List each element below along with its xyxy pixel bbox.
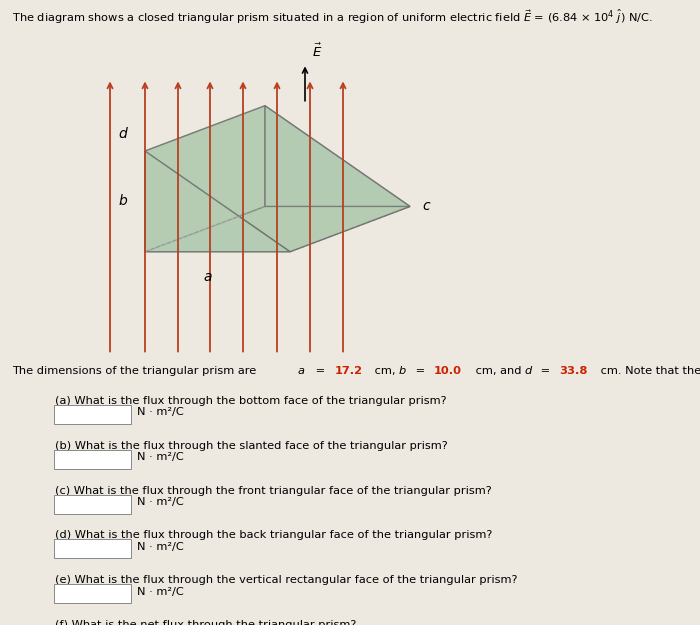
Text: N · m²/C: N · m²/C (137, 497, 183, 507)
Text: The diagram shows a closed triangular prism situated in a region of uniform elec: The diagram shows a closed triangular pr… (12, 8, 652, 26)
Text: a: a (298, 366, 305, 376)
Text: (a) What is the flux through the bottom face of the triangular prism?: (a) What is the flux through the bottom … (55, 396, 447, 406)
Text: =: = (412, 366, 428, 376)
Text: cm. Note that the diagram is not to scale.: cm. Note that the diagram is not to scal… (597, 366, 700, 376)
Text: (e) What is the flux through the vertical rectangular face of the triangular pri: (e) What is the flux through the vertica… (55, 575, 517, 585)
Text: (f) What is the net flux through the triangular prism?: (f) What is the net flux through the tri… (55, 620, 356, 625)
Text: N · m²/C: N · m²/C (137, 408, 183, 418)
FancyBboxPatch shape (54, 405, 131, 424)
Text: (b) What is the flux through the slanted face of the triangular prism?: (b) What is the flux through the slanted… (55, 441, 448, 451)
Text: d: d (524, 366, 531, 376)
Text: 33.8: 33.8 (559, 366, 587, 376)
FancyBboxPatch shape (54, 539, 131, 558)
Text: N · m²/C: N · m²/C (137, 452, 183, 462)
Text: N · m²/C: N · m²/C (137, 587, 183, 597)
Text: b: b (118, 194, 127, 208)
Polygon shape (145, 206, 410, 252)
Text: cm, and: cm, and (472, 366, 525, 376)
FancyBboxPatch shape (54, 584, 131, 603)
Text: The dimensions of the triangular prism are: The dimensions of the triangular prism a… (12, 366, 260, 376)
Text: cm,: cm, (371, 366, 399, 376)
Polygon shape (145, 106, 265, 252)
FancyBboxPatch shape (54, 450, 131, 469)
Polygon shape (145, 106, 410, 252)
Text: (d) What is the flux through the back triangular face of the triangular prism?: (d) What is the flux through the back tr… (55, 531, 492, 541)
Text: N · m²/C: N · m²/C (137, 542, 183, 552)
Text: 17.2: 17.2 (335, 366, 363, 376)
Text: $\vec{E}$: $\vec{E}$ (312, 43, 322, 61)
Text: (c) What is the flux through the front triangular face of the triangular prism?: (c) What is the flux through the front t… (55, 486, 491, 496)
FancyBboxPatch shape (54, 494, 131, 514)
Text: =: = (312, 366, 329, 376)
Polygon shape (265, 106, 410, 206)
Text: 10.0: 10.0 (434, 366, 462, 376)
Text: b: b (399, 366, 406, 376)
Text: a: a (203, 270, 211, 284)
Text: c: c (422, 199, 430, 213)
Text: =: = (537, 366, 554, 376)
Text: d: d (118, 127, 127, 141)
Polygon shape (145, 151, 290, 252)
